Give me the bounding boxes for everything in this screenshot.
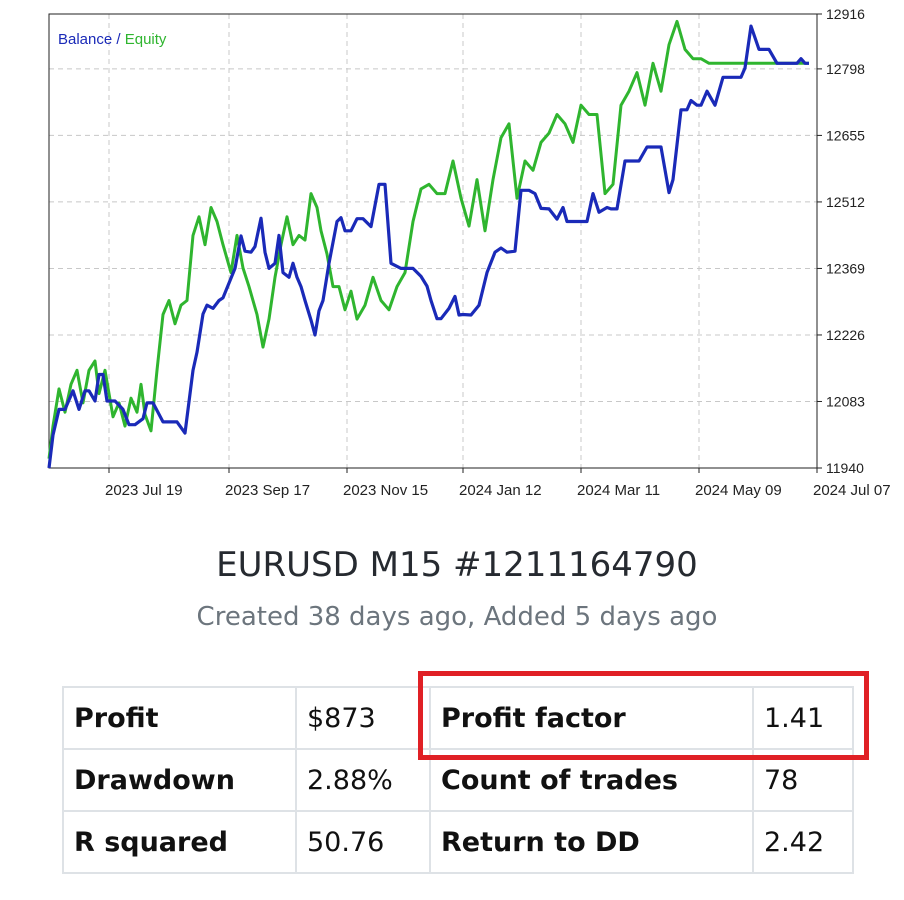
stat-label-r-squared: R squared xyxy=(62,810,297,874)
y-tick-label: 12655 xyxy=(826,127,865,143)
stat-label-return-to-dd: Return to DD xyxy=(429,810,754,874)
stat-value-return-to-dd: 2.42 xyxy=(752,810,854,874)
series-line-balance xyxy=(47,24,809,469)
legend-equity: Equity xyxy=(124,31,167,48)
stats-table: Profit $873 Profit factor 1.41 Drawdown … xyxy=(62,686,854,874)
stat-value-r-squared: 50.76 xyxy=(295,810,431,874)
stat-label-drawdown: Drawdown xyxy=(62,748,297,812)
series-line-equity xyxy=(47,19,809,459)
strategy-title: EURUSD M15 #1211164790 xyxy=(216,545,698,585)
chart-legend: Balance / Equity xyxy=(58,31,166,48)
table-row: Drawdown 2.88% Count of trades 78 xyxy=(62,748,854,812)
y-tick-label: 12916 xyxy=(826,6,865,22)
x-tick-label: 2024 May 09 xyxy=(695,482,782,499)
x-tick-label: 2023 Nov 15 xyxy=(343,482,428,499)
chart-svg: 12916 12798 12655 12512 12369 12226 12083 11940… xyxy=(47,6,891,499)
balance-equity-chart: 12916 12798 12655 12512 12369 12226 12083 11940… xyxy=(47,6,891,499)
y-tick-label: 12512 xyxy=(826,194,865,210)
legend-balance: Balance xyxy=(58,31,113,48)
x-tick-label: 2024 Jul 07 xyxy=(813,482,891,499)
y-tick-label: 11940 xyxy=(826,460,864,476)
stat-value-drawdown: 2.88% xyxy=(295,748,431,812)
x-tick-label: 2024 Mar 11 xyxy=(577,482,660,499)
plot-frame xyxy=(48,13,818,469)
y-tick-label: 12083 xyxy=(826,393,865,409)
table-row: R squared 50.76 Return to DD 2.42 xyxy=(62,810,854,874)
y-tick-label: 12226 xyxy=(826,327,865,343)
stat-value-profit-factor: 1.41 xyxy=(752,686,854,750)
stat-label-profit-factor: Profit factor xyxy=(429,686,754,750)
stat-label-count-of-trades: Count of trades xyxy=(429,748,754,812)
x-tick-label: 2023 Jul 19 xyxy=(105,482,183,499)
table-row: Profit $873 Profit factor 1.41 xyxy=(62,686,854,750)
x-tick-label: 2024 Jan 12 xyxy=(459,482,542,499)
y-tick-label: 12369 xyxy=(826,260,865,276)
x-tick-label: 2023 Sep 17 xyxy=(225,482,310,499)
stat-value-count-of-trades: 78 xyxy=(752,748,854,812)
strategy-subtitle: Created 38 days ago, Added 5 days ago xyxy=(196,602,718,632)
stat-label-profit: Profit xyxy=(62,686,297,750)
legend-separator: / xyxy=(116,31,121,48)
stat-value-profit: $873 xyxy=(295,686,431,750)
y-tick-label: 12798 xyxy=(826,61,865,77)
